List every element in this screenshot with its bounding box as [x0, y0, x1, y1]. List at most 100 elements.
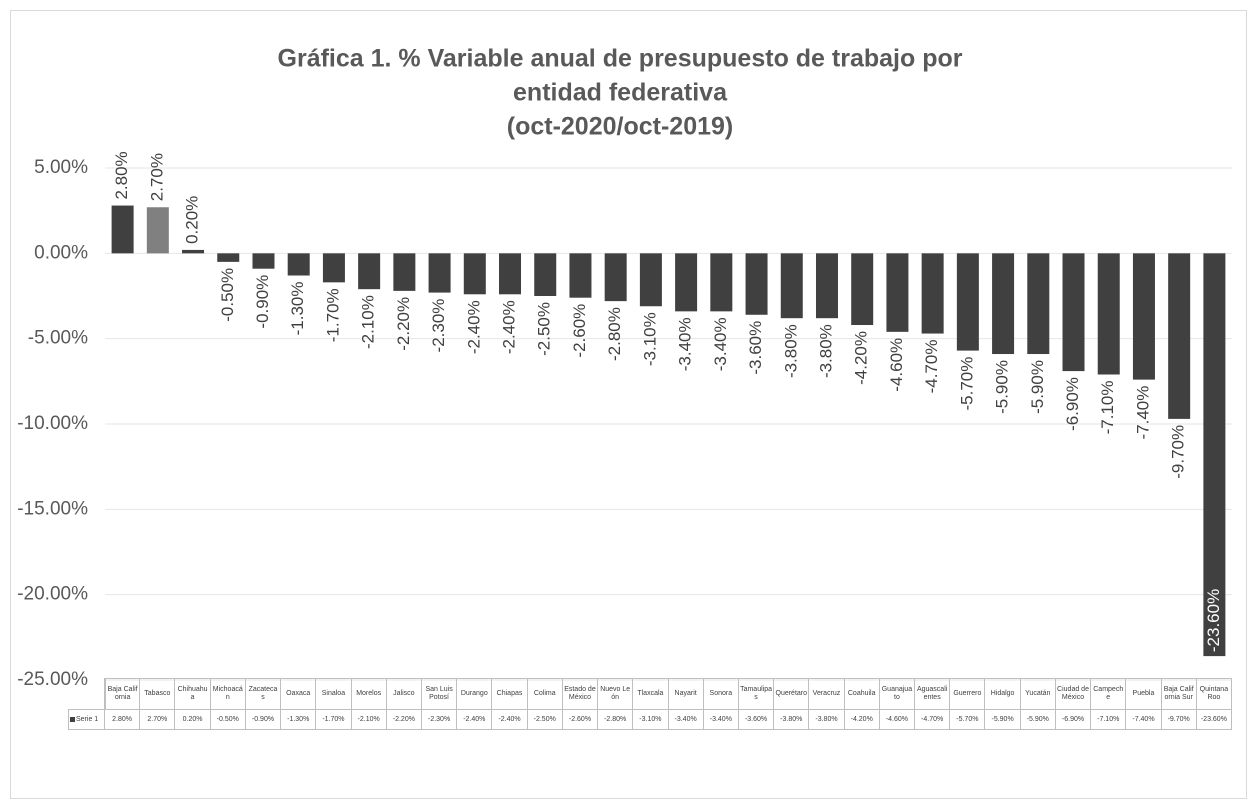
data-label: -3.80% — [816, 324, 835, 378]
table-value: -2.80% — [598, 710, 634, 730]
bar — [217, 253, 240, 262]
data-label: -5.90% — [1028, 360, 1047, 414]
table-value: 2.80% — [105, 710, 141, 730]
data-label: -2.50% — [535, 302, 554, 356]
bar — [111, 205, 134, 254]
x-tick-label: Ciudad de México — [1055, 678, 1092, 710]
table-value: -4.70% — [915, 710, 951, 730]
bar — [182, 249, 205, 254]
table-value: -3.40% — [703, 710, 739, 730]
chart-title: entidad federativa — [513, 79, 728, 107]
data-label: -2.30% — [429, 299, 448, 353]
x-tick-label: Querétaro — [774, 678, 810, 710]
x-tick-label: Guerrero — [950, 678, 986, 710]
x-tick-label: Puebla — [1126, 678, 1162, 710]
table-value: -4.60% — [879, 710, 916, 730]
table-value: -3.80% — [774, 710, 810, 730]
x-tick-label: Veracruz — [809, 678, 845, 710]
bar — [1062, 253, 1085, 372]
table-value: -3.60% — [738, 710, 775, 730]
table-value: -3.10% — [633, 710, 669, 730]
bar — [1203, 253, 1226, 657]
bar — [815, 253, 838, 319]
data-label: -2.80% — [605, 307, 624, 361]
table-value: -4.20% — [844, 710, 880, 730]
x-tick-label: Michoacán — [210, 678, 246, 710]
y-tick-label: 5.00% — [34, 157, 88, 178]
x-tick-label: Durango — [457, 678, 493, 710]
data-label: -4.20% — [852, 331, 871, 385]
bar — [1168, 253, 1191, 419]
data-label: -2.60% — [570, 304, 589, 358]
data-label: -3.80% — [781, 324, 800, 378]
bar — [1097, 253, 1120, 375]
x-tick-label: Guanajuato — [879, 678, 916, 710]
table-value: -2.40% — [492, 710, 528, 730]
table-value: -5.90% — [985, 710, 1021, 730]
x-tick-label: Sinaloa — [316, 678, 352, 710]
data-label: -3.40% — [676, 317, 695, 371]
data-label: 2.70% — [147, 153, 166, 201]
bar — [780, 253, 803, 319]
data-label: -2.40% — [464, 300, 483, 354]
bar — [604, 253, 627, 302]
data-label: -5.70% — [957, 357, 976, 411]
x-tick-label: Sonora — [703, 678, 739, 710]
chart-border — [10, 10, 1247, 799]
data-label: -23.60% — [1204, 589, 1223, 652]
data-label: -3.10% — [640, 312, 659, 366]
x-tick-label: Chiapas — [492, 678, 528, 710]
bar — [499, 253, 522, 295]
x-tick-label: Campeche — [1091, 678, 1127, 710]
x-tick-label: Quintana Roo — [1196, 678, 1232, 710]
chart-title: (oct-2020/oct-2019) — [507, 113, 733, 141]
x-tick-label: Tamaulipas — [738, 678, 775, 710]
bar — [1027, 253, 1050, 355]
table-value: 2.70% — [140, 710, 176, 730]
legend-label: Serie 1 — [76, 715, 99, 723]
bar — [146, 207, 169, 254]
x-tick-label: Hidalgo — [985, 678, 1021, 710]
y-tick-label: -20.00% — [17, 584, 88, 605]
data-label: -7.10% — [1098, 381, 1117, 435]
x-tick-label: Estado de México — [562, 678, 599, 710]
table-value: -0.50% — [210, 710, 246, 730]
x-tick-label: Aguascalientes — [915, 678, 951, 710]
x-tick-label: Yucatán — [1020, 678, 1056, 710]
bar — [639, 253, 662, 307]
table-value: -2.50% — [527, 710, 563, 730]
y-tick-label: 0.00% — [34, 242, 88, 263]
x-tick-label: Oaxaca — [281, 678, 317, 710]
table-value: -2.60% — [562, 710, 599, 730]
table-value: -3.80% — [809, 710, 845, 730]
x-tick-label: Chihuahua — [175, 678, 211, 710]
bar — [886, 253, 909, 332]
bar — [710, 253, 733, 312]
x-tick-label: San Luis Potosí — [421, 678, 458, 710]
x-tick-label: Jalisco — [386, 678, 422, 710]
table-value: -2.20% — [386, 710, 422, 730]
bar — [252, 253, 275, 269]
bar — [393, 253, 416, 291]
chart-title: Gráfica 1. % Variable anual de presupues… — [278, 45, 963, 73]
table-value: -2.30% — [421, 710, 458, 730]
table-value: -7.40% — [1126, 710, 1162, 730]
data-label: -1.70% — [323, 288, 342, 342]
bar — [463, 253, 486, 295]
table-value: -6.90% — [1055, 710, 1092, 730]
table-value: -1.70% — [316, 710, 352, 730]
bar — [428, 253, 451, 293]
table-value: -2.10% — [351, 710, 387, 730]
table-value: -9.70% — [1161, 710, 1197, 730]
data-label: 2.80% — [112, 151, 131, 199]
x-tick-label: Tabasco — [140, 678, 176, 710]
bar — [851, 253, 874, 326]
bar — [534, 253, 557, 296]
bar — [322, 253, 345, 283]
table-value: -23.60% — [1196, 710, 1232, 730]
table-value: -3.40% — [668, 710, 704, 730]
data-label: -3.60% — [746, 321, 765, 375]
x-tick-label: Morelos — [351, 678, 387, 710]
